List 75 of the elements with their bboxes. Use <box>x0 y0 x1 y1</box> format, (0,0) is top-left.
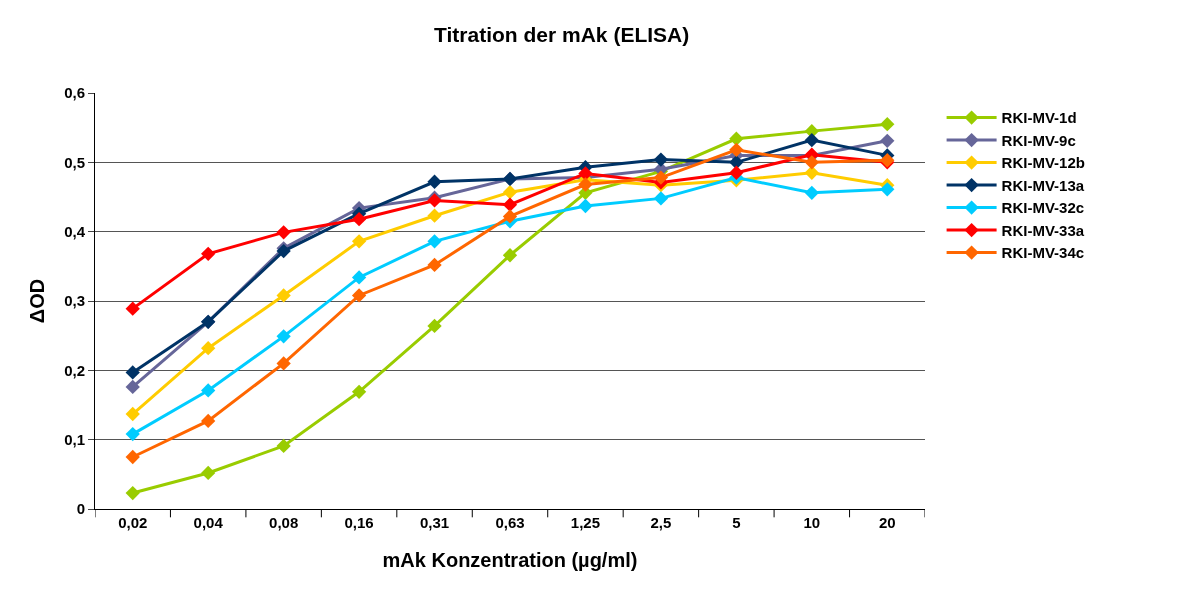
x-tick-label: 1,25 <box>570 514 601 531</box>
point <box>276 356 291 371</box>
point <box>125 485 140 501</box>
point <box>653 191 669 206</box>
point <box>201 341 216 356</box>
y-tick-label: 0,3 <box>64 292 85 310</box>
legend-label: RKI-MV-34c <box>1001 244 1085 262</box>
point <box>804 165 819 180</box>
point <box>276 438 291 454</box>
y-tick-label: 0,6 <box>64 84 85 102</box>
point <box>201 383 216 398</box>
point <box>351 384 367 399</box>
point <box>427 318 442 334</box>
point <box>729 131 744 146</box>
point <box>502 209 518 224</box>
point <box>125 449 140 465</box>
x-axis-title: mAk Konzentration (µg/ml) <box>382 548 638 571</box>
x-tick-label: 20 <box>878 514 896 531</box>
point <box>880 182 895 197</box>
point <box>804 133 819 148</box>
point <box>804 155 819 170</box>
x-tick-label: 0,08 <box>269 514 299 531</box>
point <box>653 152 669 167</box>
point <box>502 197 518 212</box>
point <box>276 288 291 303</box>
chart-title: Titration der mAk (ELISA) <box>434 22 690 46</box>
point <box>578 198 593 214</box>
point <box>351 234 367 249</box>
x-tick-label: 0,16 <box>344 514 374 531</box>
point <box>125 301 140 316</box>
point <box>427 257 442 273</box>
point <box>351 270 367 285</box>
y-tick-label: 0,4 <box>64 222 86 240</box>
x-tick-label: 0,04 <box>193 514 224 531</box>
y-axis-title: ΔOD <box>25 278 48 324</box>
point <box>653 170 669 185</box>
y-tick-label: 0,5 <box>64 153 85 171</box>
point <box>125 426 140 442</box>
x-tick-label: 10 <box>803 514 821 531</box>
point <box>578 177 593 192</box>
point <box>880 133 895 148</box>
x-tick-label: 0,02 <box>118 514 148 531</box>
x-tick-label: 0,63 <box>495 514 525 531</box>
legend-label: RKI-MV-13a <box>1001 176 1085 194</box>
x-tick-label: 2,5 <box>650 514 672 531</box>
point <box>351 212 367 227</box>
legend-label: RKI-MV-33a <box>1001 221 1085 239</box>
point <box>125 406 140 422</box>
point <box>276 225 291 240</box>
point <box>276 329 291 344</box>
point <box>125 379 140 395</box>
point <box>201 246 216 261</box>
point <box>578 166 593 181</box>
point <box>880 117 895 132</box>
point <box>502 248 518 263</box>
point <box>804 185 819 200</box>
legend-label: RKI-MV-32c <box>1001 199 1085 217</box>
legend-label: RKI-MV-1d <box>1001 109 1077 127</box>
y-tick-label: 0,1 <box>64 430 85 448</box>
point <box>351 288 367 303</box>
point <box>729 165 744 180</box>
y-tick-label: 0 <box>76 500 85 518</box>
point <box>729 142 744 157</box>
legend-label: RKI-MV-12b <box>1001 154 1085 172</box>
legend-label: RKI-MV-9c <box>1001 131 1076 149</box>
point <box>201 465 216 481</box>
point <box>427 234 442 249</box>
point <box>502 185 518 200</box>
x-tick-label: 5 <box>732 514 741 531</box>
point <box>427 208 442 223</box>
x-tick-label: 0,31 <box>419 514 450 531</box>
point <box>201 413 216 429</box>
point <box>125 365 140 380</box>
y-tick-label: 0,2 <box>64 361 85 379</box>
point <box>427 174 442 189</box>
